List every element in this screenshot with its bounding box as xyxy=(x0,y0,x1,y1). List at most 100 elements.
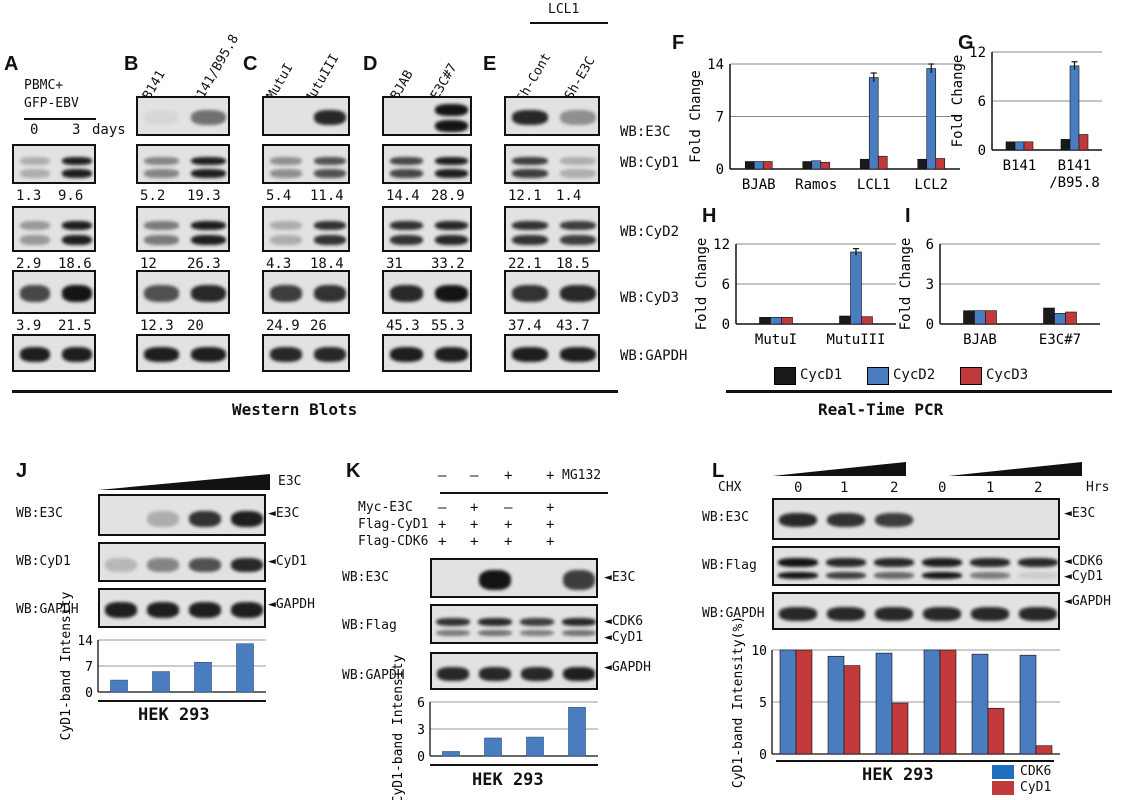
wb-label-cyd3: WB:CyD3 xyxy=(620,290,680,306)
panel-letter-i: I xyxy=(905,205,911,227)
band xyxy=(512,285,548,302)
quant-cyd1-b-1: 5.2 xyxy=(140,188,166,204)
bar-f-cycd3 xyxy=(935,158,946,170)
panel-k-row-3-val-1: + xyxy=(438,534,447,550)
bar-i-cycd3 xyxy=(1065,311,1077,325)
bar xyxy=(526,736,544,757)
bar-f-cycd1 xyxy=(859,158,870,170)
band xyxy=(390,169,423,178)
band xyxy=(189,602,221,618)
panel-k-wb-e3c: WB:E3C xyxy=(342,570,389,585)
bar-h-cycd3 xyxy=(781,317,793,325)
blot-b-cyd1 xyxy=(136,144,230,184)
panel-l-arrow-e3c: ◄E3C xyxy=(1064,506,1096,521)
blot-a-gapdh xyxy=(12,334,96,372)
band xyxy=(874,558,914,567)
band xyxy=(191,347,226,362)
band xyxy=(314,220,346,231)
quant-cyd3-b-1: 12.3 xyxy=(140,318,174,334)
y-axis-label: CyD1-band Intensity xyxy=(391,654,406,800)
panel-letter-l: L xyxy=(712,460,725,482)
band xyxy=(923,607,961,621)
lane-group-rule xyxy=(530,22,608,24)
quant-cyd1-e-1: 12.1 xyxy=(508,188,542,204)
panel-l-time-2: 1 xyxy=(840,480,849,496)
legend-swatch-cdk6 xyxy=(992,765,1014,779)
blot-c-e3c xyxy=(262,96,350,136)
band xyxy=(20,347,50,362)
band xyxy=(270,234,302,245)
bar-h-cycd3 xyxy=(861,316,873,325)
x-tick-label: B141 xyxy=(1003,158,1037,174)
chart-l: 0 5 10 CyD1-band Intensity(%) xyxy=(731,616,1060,788)
panel-k-row-1-val-1: – xyxy=(438,500,447,516)
y-tick-label: 14 xyxy=(77,634,93,649)
panel-k-wb-gapdh: WB:GAPDH xyxy=(342,668,405,683)
band xyxy=(435,285,468,302)
band xyxy=(512,220,548,231)
bar-l-cdk6 xyxy=(779,649,797,755)
panel-j-blot-gapdh xyxy=(98,588,266,628)
quant-cyd2-d-2: 33.2 xyxy=(431,256,465,272)
band xyxy=(144,110,179,126)
bar-i-cycd1 xyxy=(1043,307,1055,325)
panel-j-wedge-label: E3C xyxy=(278,474,302,489)
y-axis-label: Fold Change xyxy=(898,238,914,331)
bar-l-cdk6 xyxy=(875,652,893,755)
band xyxy=(314,285,346,302)
band xyxy=(62,234,92,245)
panel-l-time-5: 1 xyxy=(986,480,995,496)
panel-j-blot-cyd1 xyxy=(98,542,266,582)
band xyxy=(435,234,468,245)
band xyxy=(270,157,302,166)
panel-l-time-4: 0 xyxy=(938,480,947,496)
band xyxy=(144,220,179,231)
panel-k-row-3-val-4: + xyxy=(546,534,555,550)
blot-d-cyd1 xyxy=(382,144,472,184)
y-axis-label: CyD1-band Intensity(%) xyxy=(731,616,746,788)
panel-k-blot-e3c xyxy=(430,558,598,598)
y-axis-label: Fold Change xyxy=(688,70,704,163)
y-tick-label: 0 xyxy=(926,317,934,333)
panel-a-header-rule xyxy=(24,118,96,120)
bar-f-cycd1 xyxy=(744,161,755,170)
bar-g-cycd2 xyxy=(1069,65,1080,151)
panel-l-arrow-gapdh: ◄GAPDH xyxy=(1064,594,1111,609)
x-tick-label: LCL2 xyxy=(914,177,948,193)
quant-cyd2-d-1: 31 xyxy=(386,256,403,272)
blot-c-cyd3 xyxy=(262,270,350,314)
panel-a-header-1: PBMC+ xyxy=(24,78,64,93)
panel-a-days-label: days xyxy=(92,122,126,138)
band xyxy=(20,169,50,178)
band xyxy=(191,169,226,178)
legend-label-cycd3: CycD3 xyxy=(986,367,1029,383)
band xyxy=(191,157,226,166)
panel-j-arrow-e3c: ◄E3C xyxy=(268,506,300,521)
band xyxy=(778,572,818,579)
bar-f-cycd2 xyxy=(811,160,822,170)
panel-k-row-label-1: Myc-E3C xyxy=(358,500,413,515)
blot-a-cyd3 xyxy=(12,270,96,314)
band xyxy=(435,120,468,132)
bar-l-cdk6 xyxy=(1019,654,1037,755)
bar-l-cyd1 xyxy=(795,649,813,755)
band xyxy=(512,157,548,166)
quant-cyd3-a-1: 3.9 xyxy=(16,318,42,334)
quant-cyd1-b-2: 19.3 xyxy=(187,188,221,204)
band xyxy=(875,512,913,528)
bar-i-cycd2 xyxy=(1054,313,1066,325)
x-tick-label: BJAB xyxy=(742,177,776,193)
y-tick-label: 6 xyxy=(926,237,934,253)
y-tick-label: 0 xyxy=(978,143,986,159)
bar-f-cycd2 xyxy=(868,77,879,170)
panel-l-arrow-cdk6: ◄CDK6 xyxy=(1064,554,1104,569)
bar-h-cycd2 xyxy=(850,251,862,325)
panel-j-wb-e3c: WB:E3C xyxy=(16,506,63,521)
x-tick-label: B141 xyxy=(1058,158,1092,174)
bar-f-cycd3 xyxy=(820,161,831,170)
panel-k-caption-rule xyxy=(430,764,598,766)
blot-e-cyd3 xyxy=(504,270,600,314)
band xyxy=(826,572,866,579)
